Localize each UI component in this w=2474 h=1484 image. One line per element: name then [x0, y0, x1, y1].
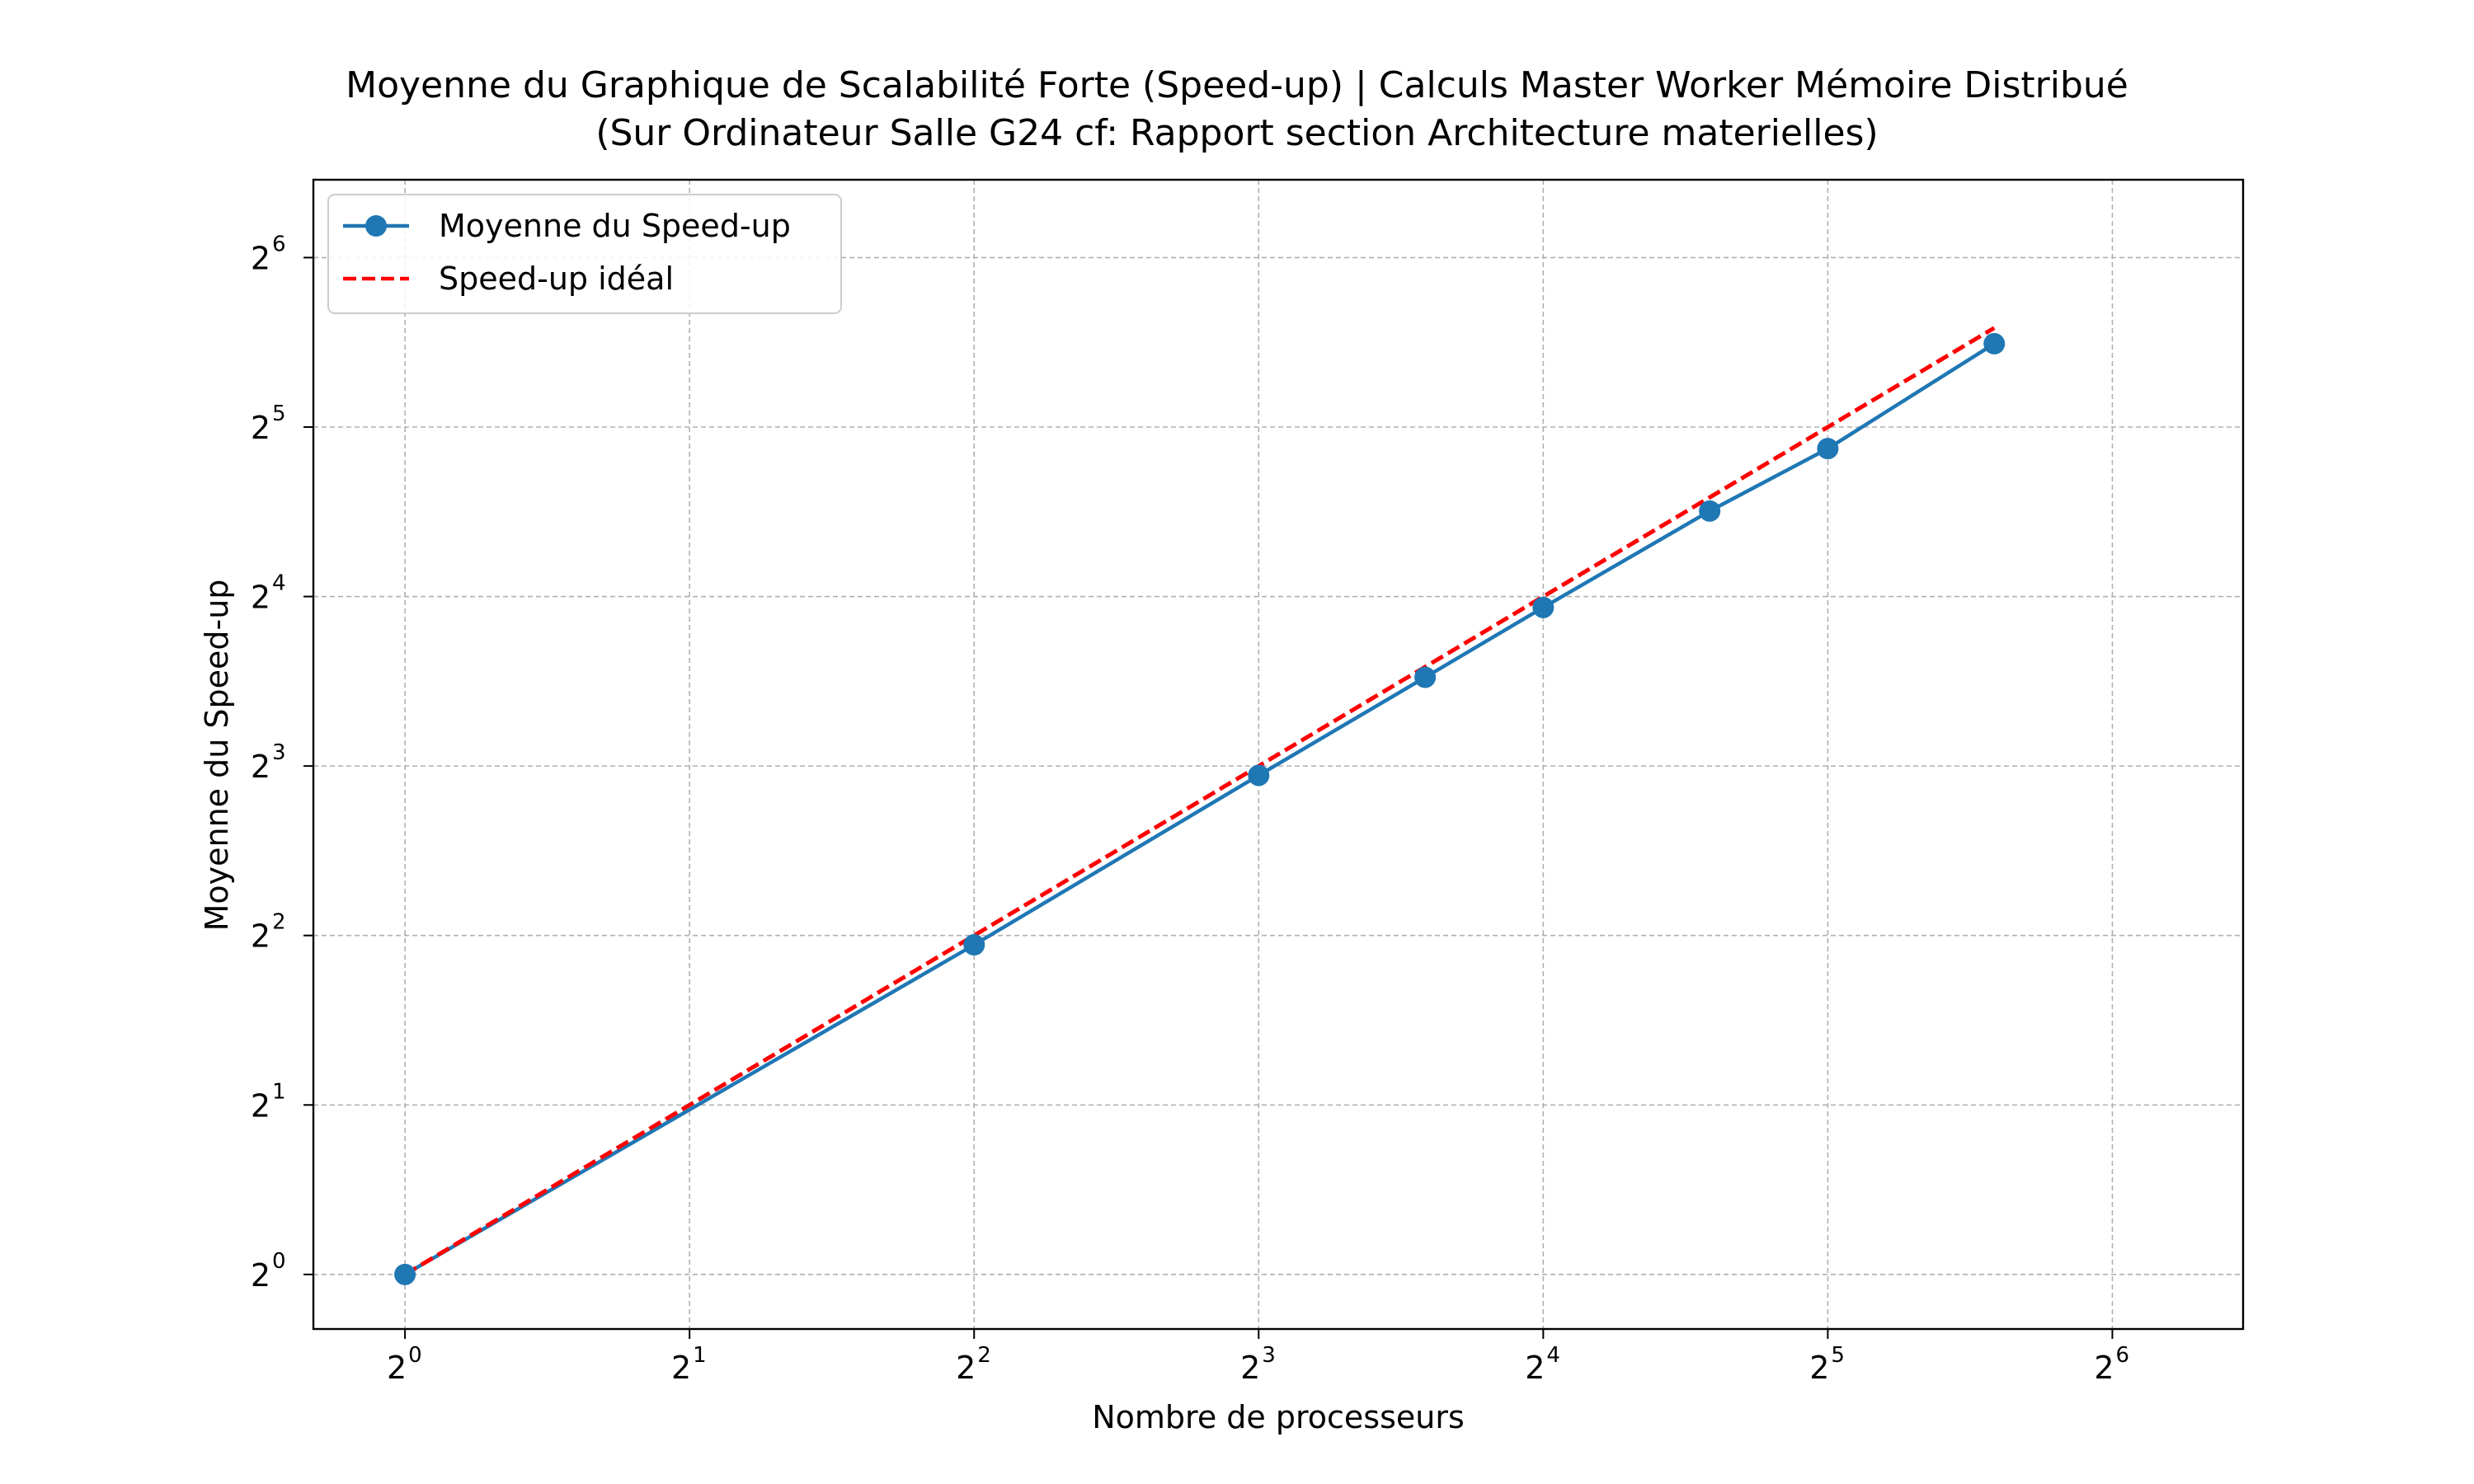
x-tick-label: 2	[2094, 1350, 2114, 1386]
x-tick-label: 2	[387, 1350, 407, 1386]
y-tick-exponent: 4	[272, 571, 286, 596]
y-tick-label: 2	[251, 918, 270, 955]
x-tick-label: 2	[1240, 1350, 1260, 1386]
y-tick-exponent: 5	[272, 402, 286, 426]
data-point-mean-speedup	[1532, 597, 1554, 618]
data-point-mean-speedup	[1817, 438, 1838, 459]
x-tick-exponent: 5	[1831, 1343, 1845, 1368]
chart-title-line-1: Moyenne du Graphique de Scalabilité Fort…	[346, 64, 2128, 106]
y-tick-label: 2	[251, 1257, 270, 1294]
legend-marker-speedup	[365, 215, 387, 237]
x-tick-exponent: 4	[1546, 1343, 1560, 1368]
data-point-mean-speedup	[394, 1264, 416, 1285]
x-tick-label: 2	[956, 1350, 976, 1386]
x-tick-label: 2	[1525, 1350, 1545, 1386]
x-tick-exponent: 6	[2115, 1343, 2129, 1368]
legend-label-ideal: Speed-up idéal	[439, 261, 674, 297]
x-tick-exponent: 3	[1262, 1343, 1276, 1368]
y-tick-label: 2	[251, 410, 270, 446]
legend: Moyenne du Speed-up Speed-up idéal	[328, 195, 841, 313]
legend-label-speedup: Moyenne du Speed-up	[439, 208, 791, 244]
y-tick-exponent: 2	[272, 910, 286, 935]
x-tick-exponent: 0	[408, 1343, 422, 1368]
x-tick-label: 2	[671, 1350, 691, 1386]
data-point-mean-speedup	[963, 934, 985, 956]
y-axis-label: Moyenne du Speed-up	[199, 580, 235, 932]
data-point-mean-speedup	[1248, 764, 1269, 786]
y-tick-label: 2	[251, 580, 270, 616]
y-tick-exponent: 6	[272, 232, 286, 256]
chart-title-line-2: (Sur Ordinateur Salle G24 cf: Rapport se…	[595, 112, 1878, 154]
y-tick-label: 2	[251, 240, 270, 276]
data-point-mean-speedup	[1414, 667, 1436, 688]
series-layer	[394, 328, 2005, 1285]
x-tick-exponent: 1	[693, 1343, 707, 1368]
x-tick-exponent: 2	[977, 1343, 991, 1368]
y-tick-exponent: 3	[272, 740, 286, 765]
x-axis-label: Nombre de processeurs	[1092, 1399, 1465, 1435]
y-tick-exponent: 0	[272, 1249, 286, 1274]
x-tick-label: 2	[1809, 1350, 1829, 1386]
series-line-ideal-speedup	[405, 328, 1994, 1275]
data-point-mean-speedup	[1699, 500, 1720, 522]
data-point-mean-speedup	[1983, 333, 2005, 355]
y-tick-label: 2	[251, 1087, 270, 1124]
y-tick-exponent: 1	[272, 1079, 286, 1104]
y-tick-label: 2	[251, 749, 270, 785]
